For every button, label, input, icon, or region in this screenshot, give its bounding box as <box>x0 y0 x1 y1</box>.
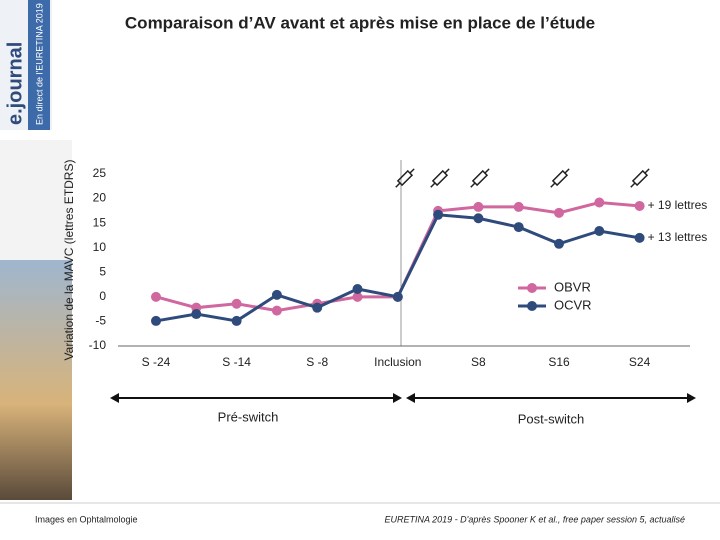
annotation: + 19 lettres <box>648 198 708 212</box>
period-label: Post-switch <box>518 411 584 426</box>
point <box>151 315 161 326</box>
point <box>231 315 242 326</box>
y-axis-label: Variation de la MAVC (lettres ETDRS) <box>62 160 76 361</box>
sidebar: En direct de l'EURETINA 2019 e.journal <box>0 0 72 500</box>
legend-label: OCVR <box>554 297 592 312</box>
point <box>231 298 242 309</box>
point <box>473 213 484 224</box>
period-label: Pré-switch <box>218 409 279 424</box>
x-tick-label: S24 <box>629 355 651 369</box>
x-tick-label: Inclusion <box>374 355 421 369</box>
text-block <box>0 140 72 260</box>
syringe <box>395 168 415 188</box>
point <box>513 201 524 212</box>
point <box>554 207 564 218</box>
x-tick-label: S -14 <box>222 355 251 369</box>
y-tick-label: 5 <box>99 264 106 278</box>
point <box>151 291 161 302</box>
y-tick-label: 10 <box>93 240 107 254</box>
y-tick-label: 20 <box>93 191 107 205</box>
x-tick-label: S16 <box>548 355 570 369</box>
point <box>352 283 363 294</box>
point <box>312 302 323 313</box>
photo <box>0 260 72 500</box>
point <box>634 232 645 243</box>
banner-band <box>28 0 50 130</box>
period-arrows <box>110 393 696 403</box>
legend-marker <box>527 283 537 293</box>
point <box>433 209 444 220</box>
point <box>634 200 645 211</box>
y-tick-label: 0 <box>99 289 106 303</box>
syringe <box>550 168 570 188</box>
point <box>594 197 605 208</box>
y-tick-label: 25 <box>93 166 107 180</box>
footer-right: EURETINA 2019 - D'après Spooner K et al.… <box>384 514 685 524</box>
syringe <box>430 168 450 188</box>
x-tick-label: S8 <box>471 355 486 369</box>
point <box>191 309 202 320</box>
y-tick-label: 15 <box>93 215 107 229</box>
brand: e.journal <box>4 42 26 125</box>
point <box>513 222 524 233</box>
y-tick-label: -10 <box>89 338 107 352</box>
y-tick-label: -5 <box>95 314 106 328</box>
chart-title: Comparaison d’AV avant et après mise en … <box>125 13 595 32</box>
footer-left: Images en Ophtalmologie <box>35 514 138 524</box>
point <box>352 291 363 302</box>
banner-text: En direct de l'EURETINA 2019 <box>34 3 44 125</box>
point <box>554 238 564 249</box>
x-tick-label: S -24 <box>142 355 171 369</box>
x-tick-label: S -8 <box>306 355 328 369</box>
legend-marker <box>527 301 537 311</box>
injections <box>395 168 650 188</box>
annotation: + 13 lettres <box>648 230 708 244</box>
legend-label: OBVR <box>554 279 591 294</box>
point <box>392 291 403 302</box>
point <box>473 201 484 212</box>
syringe <box>630 168 650 188</box>
point <box>271 289 282 300</box>
syringe <box>470 168 490 188</box>
point <box>594 226 605 237</box>
point <box>271 305 282 316</box>
